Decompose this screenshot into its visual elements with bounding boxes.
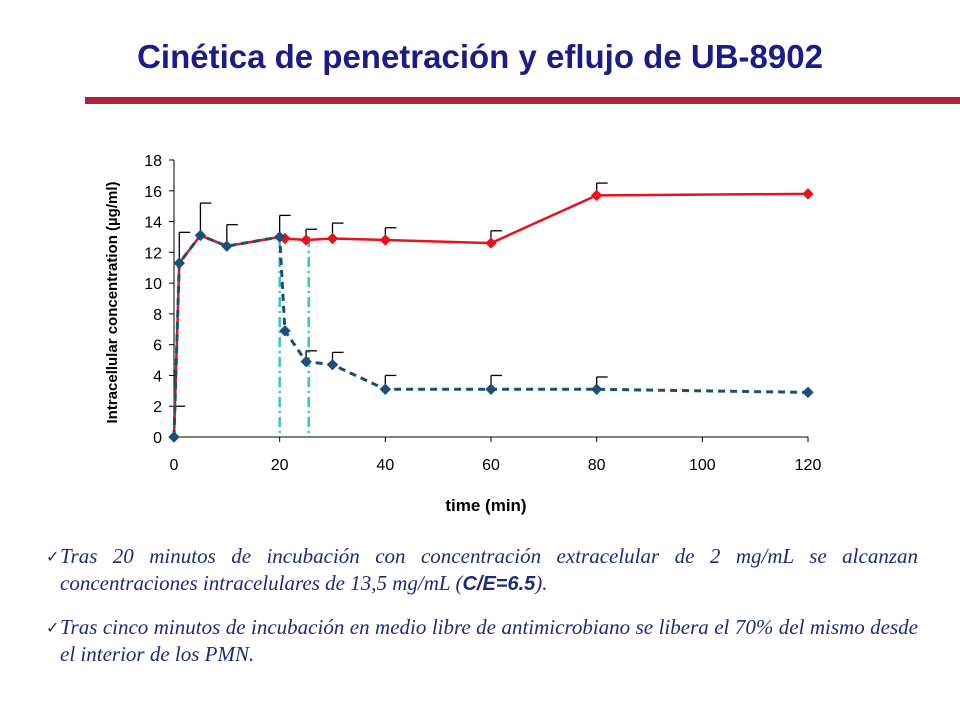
kinetics-chart: 0 2 4 6 8 10 12 14 16 18 0 20 40 60 80 100 120 time (min)… [104, 153, 822, 515]
data-point-penetration [802, 188, 814, 200]
data-point-efflux [590, 383, 603, 396]
bullet-list: ✓ Tras 20 minutos de incubación con conc… [46, 543, 918, 684]
y-tick-label: 14 [144, 215, 162, 232]
checkmark-icon: ✓ [46, 618, 60, 637]
data-point-penetration [485, 237, 497, 249]
page-title: Cinética de penetración y eflujo de UB-8… [137, 38, 823, 75]
y-tick-label: 10 [144, 276, 162, 293]
data-point-penetration [590, 189, 603, 202]
checkmark-icon: ✓ [46, 547, 60, 566]
y-axis-label: Intracellular concentration (µg/ml) [104, 181, 121, 423]
data-point-efflux [168, 431, 180, 443]
y-tick-label: 12 [144, 245, 162, 262]
data-point-efflux [194, 229, 207, 242]
bullet-1-text-before: Tras 20 minutos de incubación con concen… [60, 544, 918, 595]
x-axis-label: time (min) [445, 496, 526, 515]
bullet-1-ratio: C/E=6.5 [462, 573, 536, 595]
data-point-efflux [221, 240, 233, 252]
data-point-efflux [300, 355, 312, 368]
y-tick-label: 6 [153, 338, 162, 355]
series-line-penetration [172, 192, 809, 438]
bullet-1-text-after: ). [535, 571, 548, 595]
series-line-efflux [172, 233, 809, 438]
x-tick-label: 100 [689, 457, 716, 474]
y-tick-label: 16 [144, 184, 162, 201]
x-tick-label: 40 [376, 457, 394, 474]
x-tick-label: 20 [271, 457, 289, 474]
y-tick-label: 2 [153, 399, 162, 416]
y-tick-label: 18 [144, 153, 162, 170]
y-tick-label: 4 [153, 368, 162, 385]
y-tick-label: 8 [153, 307, 162, 324]
x-tick-label: 60 [482, 457, 500, 474]
x-tick-label: 120 [795, 457, 822, 474]
x-tick-label: 0 [170, 457, 179, 474]
title-divider [85, 97, 960, 104]
bullet-2-text: Tras cinco minutos de incubación en medi… [60, 615, 918, 666]
data-point-efflux [326, 358, 339, 371]
x-tick-label: 80 [588, 457, 606, 474]
y-tick-label: 0 [153, 430, 162, 447]
bullet-item-2: ✓ Tras cinco minutos de incubación en me… [46, 614, 918, 668]
data-point-efflux [173, 257, 185, 269]
data-point-efflux [485, 383, 497, 396]
data-point-efflux [279, 325, 291, 337]
data-point-penetration [379, 234, 392, 246]
bullet-item-1: ✓ Tras 20 minutos de incubación con conc… [46, 543, 918, 598]
data-point-penetration [300, 234, 312, 246]
data-point-efflux [273, 231, 286, 243]
data-point-penetration [326, 232, 339, 245]
data-point-efflux [802, 386, 814, 399]
data-point-efflux [379, 383, 392, 396]
